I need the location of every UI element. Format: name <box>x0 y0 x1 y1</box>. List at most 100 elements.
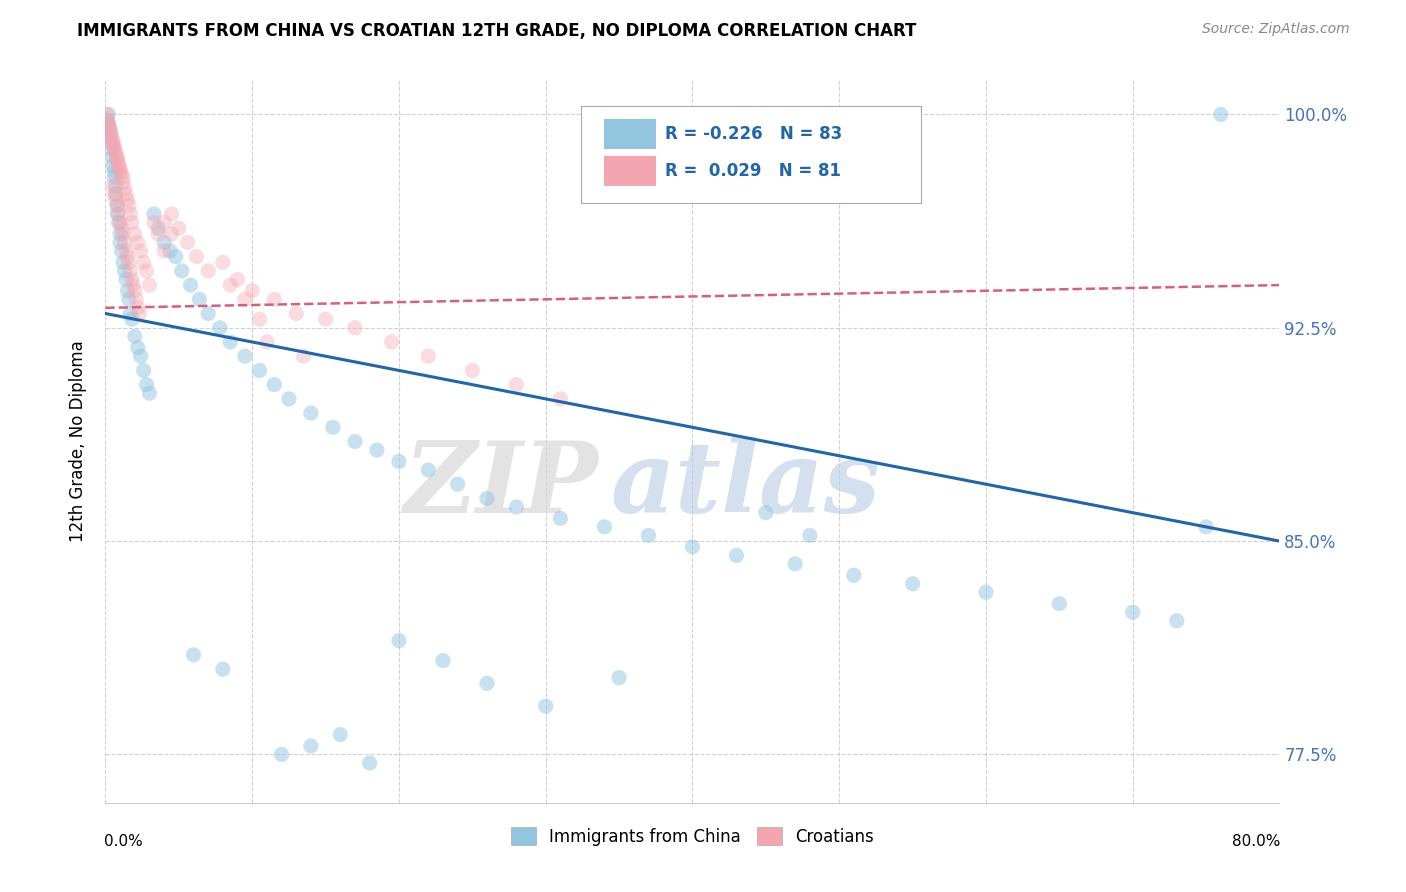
Point <box>120 207 142 221</box>
Point <box>101 136 124 150</box>
Point <box>799 528 821 542</box>
Point <box>110 221 132 235</box>
Text: R =  0.029   N = 81: R = 0.029 N = 81 <box>665 162 841 180</box>
Point <box>329 727 352 741</box>
Point <box>100 130 122 145</box>
Point <box>112 176 135 190</box>
Point <box>121 215 143 229</box>
Point <box>277 392 299 406</box>
Text: Source: ZipAtlas.com: Source: ZipAtlas.com <box>1202 22 1350 37</box>
Point <box>103 138 125 153</box>
Text: 80.0%: 80.0% <box>1232 834 1281 849</box>
Point <box>117 193 139 207</box>
Point <box>97 107 120 121</box>
Point <box>607 671 630 685</box>
Point <box>105 153 128 167</box>
Point <box>120 306 142 320</box>
Point <box>343 434 366 449</box>
Point <box>550 392 572 406</box>
Point <box>105 198 128 212</box>
Point <box>101 133 124 147</box>
Point <box>366 443 388 458</box>
Point <box>107 159 129 173</box>
Point <box>104 147 127 161</box>
Point <box>263 377 285 392</box>
Point <box>103 164 125 178</box>
Point <box>107 207 129 221</box>
Point <box>315 312 337 326</box>
Point <box>124 284 146 298</box>
Point <box>108 227 131 241</box>
Text: atlas: atlas <box>610 437 880 533</box>
Point <box>138 386 160 401</box>
Point <box>101 159 124 173</box>
Point <box>110 244 132 258</box>
FancyBboxPatch shape <box>581 105 921 203</box>
Point <box>105 207 128 221</box>
Point <box>114 235 136 250</box>
Point <box>299 739 322 753</box>
Point <box>219 334 242 349</box>
Point <box>104 187 127 202</box>
Point <box>159 244 181 258</box>
Point <box>135 377 157 392</box>
Point <box>249 363 271 377</box>
FancyBboxPatch shape <box>605 119 657 149</box>
Point <box>127 235 149 250</box>
Point <box>211 255 233 269</box>
Point <box>725 549 748 563</box>
Point <box>128 306 150 320</box>
FancyBboxPatch shape <box>605 156 657 186</box>
Point <box>475 676 498 690</box>
Point <box>107 215 129 229</box>
Point <box>132 363 155 377</box>
Point <box>240 284 263 298</box>
Point <box>381 334 404 349</box>
Point <box>263 293 285 307</box>
Legend: Immigrants from China, Croatians: Immigrants from China, Croatians <box>503 821 882 852</box>
Text: IMMIGRANTS FROM CHINA VS CROATIAN 12TH GRADE, NO DIPLOMA CORRELATION CHART: IMMIGRANTS FROM CHINA VS CROATIAN 12TH G… <box>77 22 917 40</box>
Point <box>108 164 131 178</box>
Point <box>167 221 190 235</box>
Point <box>129 244 152 258</box>
Point <box>115 244 138 258</box>
Point <box>285 306 308 320</box>
Point <box>165 250 187 264</box>
Point <box>142 215 165 229</box>
Point <box>249 312 271 326</box>
Point <box>550 511 572 525</box>
Point <box>118 293 141 307</box>
Point <box>122 278 145 293</box>
Point <box>475 491 498 506</box>
Point <box>100 128 122 142</box>
Point <box>117 284 139 298</box>
Point <box>100 136 122 150</box>
Point <box>322 420 344 434</box>
Point <box>135 264 157 278</box>
Point <box>98 124 121 138</box>
Point <box>219 278 242 293</box>
Point <box>96 107 118 121</box>
Point <box>100 142 122 156</box>
Point <box>505 500 527 514</box>
Point <box>132 255 155 269</box>
Point <box>418 463 440 477</box>
Point <box>98 128 121 142</box>
Point <box>104 178 127 193</box>
Point <box>103 169 125 184</box>
Point <box>1166 614 1188 628</box>
Point <box>160 207 183 221</box>
Point <box>101 178 124 193</box>
Point <box>115 272 138 286</box>
Point <box>97 116 120 130</box>
Point <box>153 215 176 229</box>
Point <box>125 293 148 307</box>
Point <box>1195 520 1218 534</box>
Point <box>118 198 141 212</box>
Point <box>211 662 233 676</box>
Point <box>418 349 440 363</box>
Point <box>974 585 997 599</box>
Point <box>117 250 139 264</box>
Point <box>208 320 231 334</box>
Point <box>124 227 146 241</box>
